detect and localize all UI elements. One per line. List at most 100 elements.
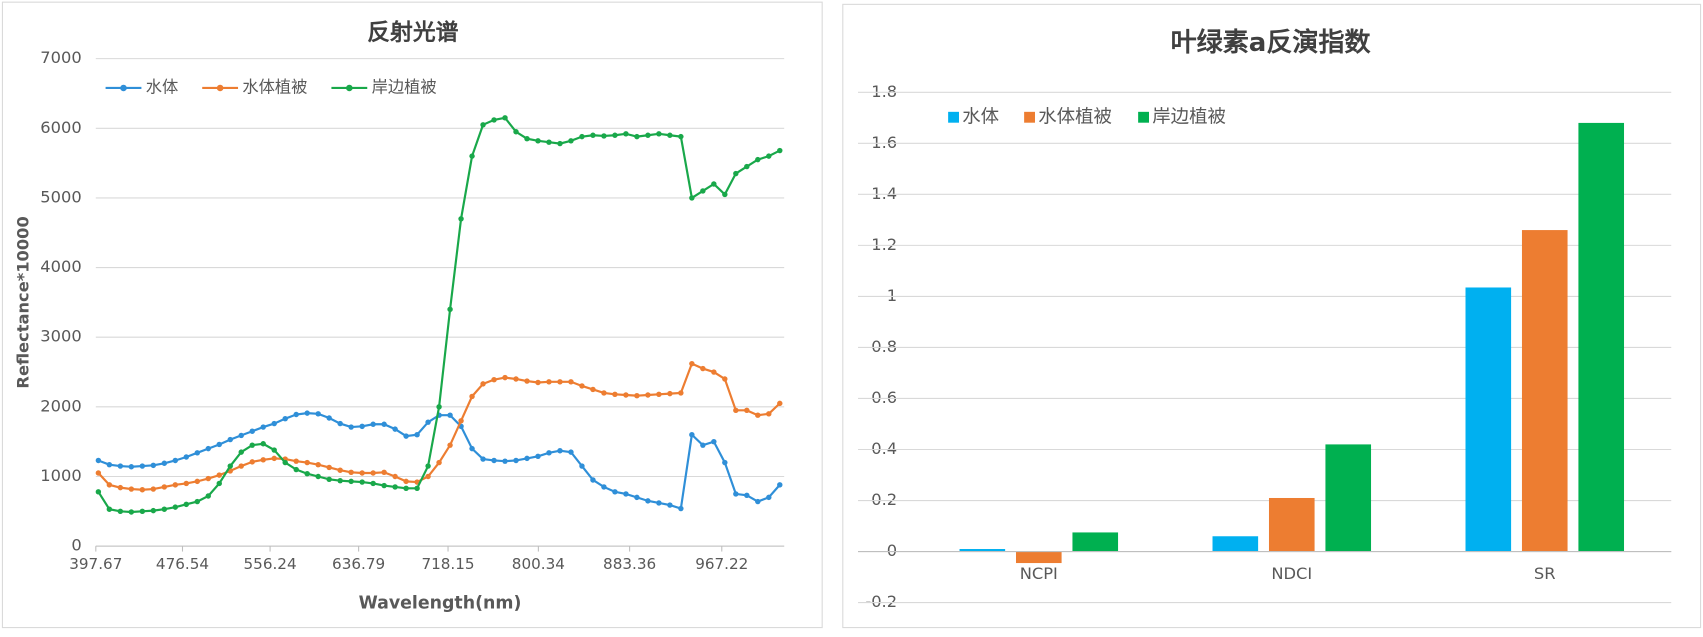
data-point (227, 436, 233, 443)
data-point (546, 379, 552, 385)
data-point (95, 470, 102, 476)
data-point (436, 404, 442, 410)
data-point (601, 390, 607, 396)
data-point (326, 415, 332, 421)
data-point (359, 479, 365, 485)
data-point (645, 498, 651, 504)
data-point (689, 360, 695, 367)
data-point (260, 441, 266, 447)
data-point (722, 459, 728, 466)
data-point (469, 393, 475, 400)
data-point (348, 424, 354, 430)
data-point (579, 463, 585, 469)
legend-swatch (1138, 111, 1149, 123)
data-point (656, 131, 662, 137)
data-point (535, 379, 541, 386)
data-point (326, 476, 332, 482)
data-point (656, 500, 662, 506)
data-point (161, 484, 168, 490)
data-point (150, 462, 157, 469)
data-point (568, 379, 574, 385)
data-point (370, 421, 376, 427)
data-point (337, 467, 343, 473)
data-point (568, 449, 574, 455)
data-point (491, 376, 497, 383)
data-point (436, 459, 442, 466)
legend-label: 水体植被 (242, 77, 307, 96)
y-tick-label: 0 (71, 536, 81, 555)
data-point (513, 457, 519, 464)
data-point (755, 498, 761, 505)
data-point (513, 129, 519, 135)
data-point (117, 484, 124, 491)
data-point (249, 459, 255, 465)
data-point (590, 477, 596, 483)
bar (1325, 444, 1372, 552)
data-point (304, 470, 310, 477)
data-point (172, 457, 179, 464)
x-tick-label: NCPI (1020, 564, 1058, 583)
data-point (425, 463, 431, 469)
data-point (161, 506, 168, 512)
data-point (777, 482, 783, 488)
data-point (733, 170, 739, 177)
data-point (733, 407, 739, 414)
data-point (414, 485, 420, 492)
data-point (260, 457, 266, 463)
data-point (425, 473, 431, 480)
y-tick-label: 7000 (40, 48, 81, 67)
data-point (194, 498, 200, 505)
x-tick-label: 476.54 (156, 555, 209, 573)
data-point (755, 412, 761, 418)
data-point (414, 431, 420, 438)
data-point (711, 181, 717, 187)
data-point (172, 482, 179, 488)
data-point (722, 376, 728, 382)
data-point (194, 450, 200, 456)
data-point (392, 426, 398, 432)
data-point (172, 504, 179, 510)
data-point (590, 132, 596, 138)
data-point (623, 131, 629, 137)
data-point (216, 472, 222, 478)
data-point (106, 482, 113, 488)
data-point (183, 454, 190, 460)
data-point (535, 138, 541, 144)
y-tick-label: -0.2 (865, 592, 897, 611)
data-point (524, 136, 530, 142)
data-point (337, 420, 343, 427)
legend-swatch (948, 111, 959, 123)
data-point (766, 411, 772, 417)
data-point (194, 478, 200, 485)
data-point (403, 485, 409, 492)
data-point (238, 449, 244, 455)
data-point (128, 486, 135, 492)
bar (1072, 532, 1119, 552)
data-point (183, 480, 190, 487)
data-point (645, 132, 651, 138)
y-tick-label: 1 (887, 286, 897, 305)
x-tick-label: 800.34 (512, 555, 565, 573)
y-tick-label: 5000 (40, 187, 81, 206)
data-point (667, 502, 673, 508)
data-point (106, 461, 113, 468)
data-point (139, 463, 146, 469)
data-point (304, 459, 310, 466)
data-point (524, 455, 530, 462)
data-point (458, 418, 464, 424)
data-point (590, 386, 596, 393)
data-point (678, 505, 684, 512)
data-point (623, 491, 629, 497)
data-point (689, 195, 695, 201)
data-point (491, 457, 497, 464)
data-point (579, 133, 585, 140)
data-point (744, 407, 750, 414)
legend-label: 岸边植被 (372, 77, 437, 96)
data-point (260, 424, 266, 430)
chart-title: 叶绿素a反演指数 (1171, 27, 1372, 58)
data-point (700, 188, 706, 194)
data-point (623, 392, 629, 398)
data-point (205, 475, 211, 482)
data-point (678, 390, 684, 396)
legend-label: 水体植被 (1038, 106, 1112, 127)
